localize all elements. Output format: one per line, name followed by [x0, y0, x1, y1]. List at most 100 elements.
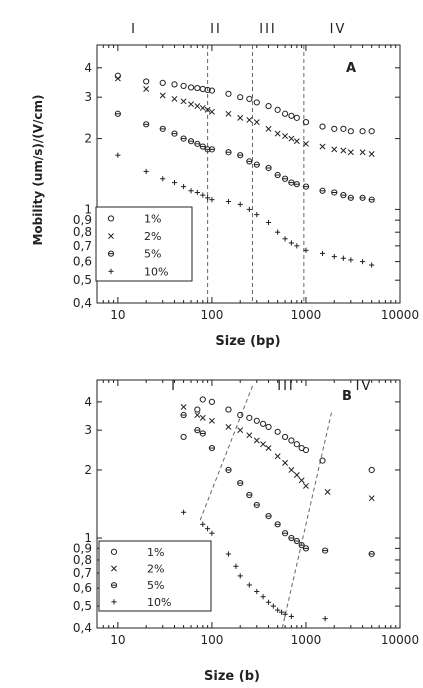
panel-a-data-point	[208, 87, 216, 94]
panel-a-data-point-shape	[293, 114, 300, 121]
panel-a-legend-label: 5%	[144, 248, 161, 261]
panel-a-data-point-shape	[319, 123, 326, 130]
panel-b-ytick-label: 0,6	[73, 581, 92, 595]
panel-a-data-point	[293, 181, 300, 188]
panel-a-legend-marker	[108, 268, 114, 274]
panel-a-data-point	[237, 94, 244, 101]
panel-a-data-point	[199, 143, 206, 150]
panel-a-data-point	[331, 189, 338, 196]
panel-a-data-point	[282, 133, 289, 140]
panel-b-ytick-label: 4	[84, 395, 92, 409]
panel-a-legend-box	[95, 206, 193, 282]
panel-a-data-point	[368, 196, 375, 203]
panel-b-ytick-label: 0,9	[73, 541, 92, 555]
panel-a-data-point	[171, 81, 178, 88]
panel-b-data-point-stroke-b	[324, 488, 331, 495]
panel-a-data-point	[359, 128, 366, 135]
panel-b-legend-label: 1%	[147, 546, 164, 559]
panel-a-ytick-label: 0,9	[73, 213, 92, 227]
panel-b-ytick-label: 2	[84, 463, 92, 477]
panel-b-data-point	[208, 444, 216, 452]
panel-b-data-point-shape	[246, 414, 253, 421]
panel-b-data-point	[270, 603, 276, 609]
panel-b-data-point-stroke-b	[194, 412, 201, 418]
panel-b-data-point	[302, 446, 310, 454]
panel-a-data-point	[340, 192, 347, 199]
panel-b-data-point-stroke-b	[274, 453, 281, 460]
panel-b-data-point	[282, 459, 289, 466]
panel-a-series-0	[114, 72, 375, 135]
panel-a-data-point-stroke-b	[194, 103, 201, 110]
panel-b-data-point	[265, 423, 272, 431]
panel-b-data-point	[368, 466, 375, 474]
panel-b-xtick-label: 100	[200, 633, 223, 647]
panel-a-data-point	[281, 110, 289, 117]
panel-a-data-point	[288, 240, 294, 246]
panel-a-data-point	[369, 262, 375, 268]
panel-a-data-point	[237, 114, 244, 121]
panel-b-data-point	[246, 491, 253, 499]
panel-b-data-point	[246, 414, 253, 421]
panel-a-data-point-shape	[274, 106, 281, 113]
panel-a-ytick-label: 1	[84, 202, 92, 216]
panel-a-legend-label: 1%	[144, 212, 161, 225]
panel-b-data-point-stroke-b	[199, 414, 206, 421]
panel-b-data-point	[302, 545, 310, 552]
panel-b-data-point-stroke-b	[225, 423, 232, 430]
panel-a-data-point	[187, 138, 195, 145]
panel-a: A Size (bp) Mobility (um/s)/(V/cm) 10 100…	[31, 22, 419, 349]
panel-b-data-point	[293, 537, 300, 545]
panel-b-data-point	[282, 611, 288, 617]
panel-b-data-point	[209, 530, 215, 536]
panel-a-region-label: I	[131, 22, 137, 37]
panel-a-legend-marker	[107, 215, 115, 222]
panel-a-ytick-label: 2	[84, 132, 92, 146]
panel-b-data-point	[237, 427, 244, 434]
panel-a-data-point	[204, 106, 211, 113]
panel-b-data-point	[237, 479, 244, 487]
panel-a-data-point	[246, 95, 253, 102]
panel-b-data-point	[246, 582, 252, 588]
panel-a-xtick-label: 10	[110, 308, 125, 322]
panel-a-data-point	[302, 119, 310, 126]
panel-a-data-point	[225, 149, 232, 156]
panel-a-data-point	[159, 79, 166, 87]
panel-b-data-point-stroke-b	[253, 437, 260, 444]
panel-b-data-point-shape	[259, 420, 267, 427]
panel-a-data-point	[340, 255, 346, 261]
panel-a-data-point	[143, 121, 150, 128]
panel-a-data-point-stroke-b	[180, 98, 187, 105]
panel-b-data-point	[208, 417, 215, 424]
panel-b-legend-marker	[110, 548, 118, 555]
panel-a-data-point	[368, 128, 375, 135]
panel-a-legend-marker	[107, 250, 115, 257]
panel-b-data-point	[260, 594, 266, 600]
panel-b-label: B	[342, 389, 352, 404]
panel-a-data-point-shape	[359, 128, 366, 135]
panel-a-data-point-stroke-b	[303, 140, 309, 147]
panel-a-ytick-label: 3	[84, 90, 92, 104]
panel-b-data-point	[225, 551, 232, 557]
panel-a-data-point	[253, 99, 260, 106]
panel-b-data-point	[205, 526, 211, 532]
panel-a-legend-marker-stroke-b	[108, 233, 114, 240]
panel-a-data-point-stroke-b	[347, 149, 354, 156]
panel-a-legend: 1% 2% 5% 10%	[95, 206, 193, 282]
panel-a-legend-label: 2%	[144, 230, 161, 243]
panel-a-data-point-shape	[347, 128, 354, 135]
panel-b-ytick-label: 0,4	[73, 621, 92, 635]
panel-a-data-point-stroke-b	[159, 92, 166, 99]
panel-a-data-point-stroke-b	[282, 133, 289, 140]
panel-b-data-point-shape	[180, 433, 187, 441]
panel-a-data-point	[331, 253, 337, 260]
panel-b-data-point	[233, 563, 239, 569]
panel-a-data-point-shape	[180, 82, 187, 90]
panel-a-ytick-label: 0,7	[73, 239, 92, 253]
panel-a-data-point-shape	[208, 87, 216, 94]
panel-a-data-point	[246, 158, 253, 165]
panel-a-data-point	[340, 147, 347, 154]
panel-a-data-point-stroke-b	[143, 86, 150, 92]
panel-a-data-point-stroke-b	[253, 119, 260, 126]
panel-a-data-point	[180, 184, 187, 190]
